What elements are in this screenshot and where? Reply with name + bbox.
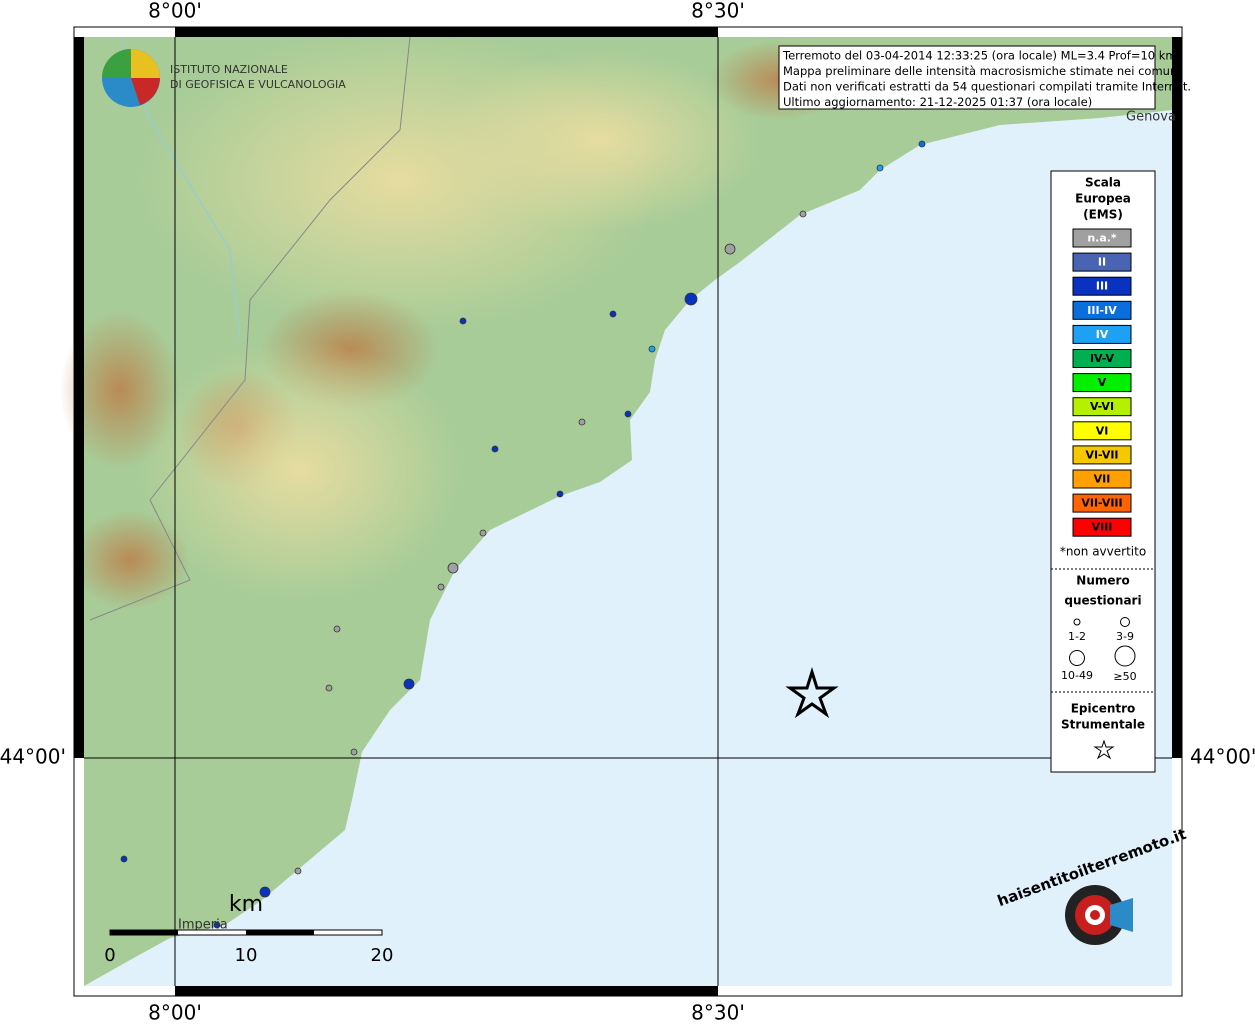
legend-title: Numero (1076, 574, 1129, 588)
legend-swatch (1072, 493, 1132, 513)
lon-label: 8°30' (691, 1001, 745, 1025)
legend-swatch (1072, 228, 1132, 248)
info-line: Mappa preliminare delle intensità macros… (783, 64, 1180, 78)
legend-count: 1-2 (1068, 630, 1086, 643)
legend-size (1069, 650, 1085, 666)
scale-label: 10 (235, 945, 258, 966)
institute-logo: ISTITUTO NAZIONALE DI GEOFISICA E VULCAN… (102, 49, 346, 107)
place-label: Genova (1126, 110, 1176, 125)
institute-name: DI GEOFISICA E VULCANOLOGIA (170, 78, 346, 91)
legend-swatch (1072, 276, 1132, 296)
scale-bar: km 0 10 20 (104, 892, 393, 966)
legend-star (1093, 739, 1115, 760)
legend-label: V-VI (1090, 400, 1114, 413)
place-label: Imperia (178, 918, 228, 933)
institute-name: ISTITUTO NAZIONALE (170, 63, 288, 76)
border (89, 36, 411, 621)
legend-swatch (1072, 397, 1132, 417)
legend-swatch (1072, 324, 1132, 344)
legend-size (1114, 645, 1136, 667)
legend-label: n.a.* (1087, 232, 1117, 245)
legend-size (1073, 618, 1081, 626)
legend-label: IV-V (1090, 352, 1115, 365)
legend-label: III (1096, 280, 1108, 293)
lat-label: 44°00' (1190, 745, 1255, 769)
legend-title: (EMS) (1083, 208, 1123, 222)
frame-bars (74, 27, 1182, 996)
legend-swatch (1072, 373, 1132, 393)
legend-label: II (1098, 256, 1106, 269)
legend-title: questionari (1064, 594, 1141, 608)
relief (60, 30, 850, 610)
legend-swatch (1072, 421, 1132, 441)
legend-swatch (1072, 252, 1132, 272)
legend-swatch (1072, 300, 1132, 320)
lat-label: 44°00' (0, 745, 66, 769)
legend-title: Epicentro (1071, 702, 1136, 716)
legend-title: Scala (1085, 176, 1121, 190)
scale-unit: km (229, 892, 263, 917)
legend-label: VII-VIII (1081, 497, 1122, 510)
legend-note: *non avvertito (1060, 545, 1146, 559)
info-text: Terremoto del 03-04-2014 12:33:25 (ora l… (782, 49, 1191, 110)
legend-size (1120, 617, 1130, 627)
info-box (778, 45, 1156, 110)
legend-title: Strumentale (1061, 718, 1145, 732)
scale-label: 0 (104, 945, 115, 966)
points (120, 140, 926, 929)
legend-label: VIII (1092, 521, 1113, 534)
lon-label: 8°00' (148, 1001, 202, 1025)
legend-count: 10-49 (1061, 669, 1093, 682)
scale-label: 20 (371, 945, 394, 966)
legend-label: VI (1096, 424, 1109, 437)
info-line: Dati non verificati estratti da 54 quest… (783, 80, 1191, 94)
legend-swatch (1072, 445, 1132, 465)
lon-label: 8°00' (148, 0, 202, 23)
legend-label: VII (1094, 473, 1111, 486)
graticule (84, 37, 1172, 986)
legend-label: VI-VII (1085, 448, 1118, 461)
legend-count: 3-9 (1116, 630, 1134, 643)
legend-label: IV (1096, 328, 1109, 341)
legend-label: III-IV (1087, 304, 1117, 317)
legend-swatch (1072, 469, 1132, 489)
legend-content: ScalaEuropea(EMS)n.a.*IIIIIIII-IVIVIV-VV… (1051, 176, 1155, 760)
info-line: Terremoto del 03-04-2014 12:33:25 (ora l… (782, 49, 1177, 63)
info-line: Ultimo aggiornamento: 21-12-2025 01:37 (… (783, 95, 1092, 109)
legend-count: ≥50 (1113, 670, 1136, 683)
legend-swatch (1072, 517, 1132, 537)
legend-swatch (1072, 349, 1132, 368)
epicenter-star (785, 666, 839, 719)
legend-title: Europea (1075, 192, 1131, 206)
legend-label: V (1098, 376, 1107, 389)
lon-label: 8°30' (691, 0, 745, 23)
